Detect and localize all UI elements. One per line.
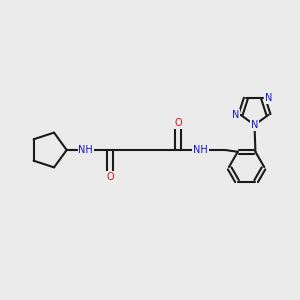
Text: NH: NH [193,145,208,155]
Text: N: N [265,93,272,103]
Text: N: N [251,120,258,130]
Text: NH: NH [78,145,93,155]
Text: N: N [232,110,239,120]
Text: O: O [174,118,182,128]
Text: O: O [106,172,114,182]
